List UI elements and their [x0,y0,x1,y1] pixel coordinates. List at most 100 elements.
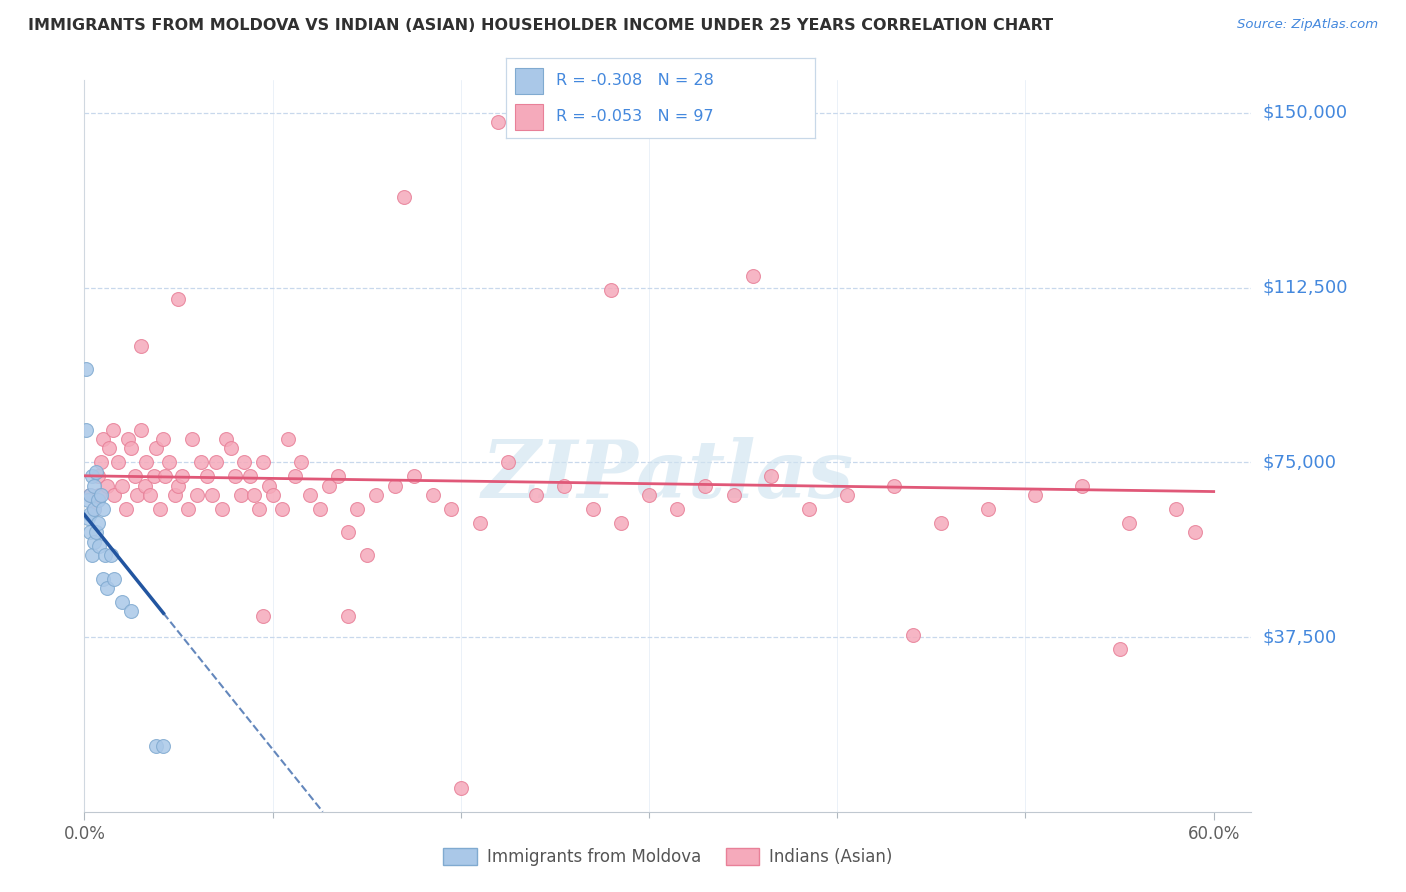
Point [90,455,112,469]
Point [107,455,129,469]
Point [1184,525,1206,540]
Point [328,469,350,483]
Point [84,525,107,540]
Point [79,525,101,540]
Point [901,628,924,642]
FancyBboxPatch shape [516,103,543,130]
Point [797,502,820,516]
Point [125,488,148,502]
Point [239,469,262,483]
Point [201,488,224,502]
Point [308,502,330,516]
Point [723,488,745,502]
Point [249,502,271,516]
Point [242,488,264,502]
Point [180,432,202,446]
Point [100,549,122,563]
Point [79,488,101,502]
Point [94,549,117,563]
Point [145,442,167,456]
Point [346,502,368,516]
Point [1071,478,1094,492]
Point [83,502,105,516]
Text: $112,500: $112,500 [1263,278,1348,297]
Point [761,469,783,483]
Point [167,478,190,492]
Point [214,432,236,446]
Point [143,469,166,483]
Point [91,432,114,446]
Text: $37,500: $37,500 [1263,628,1337,646]
Point [195,469,218,483]
Point [167,292,190,306]
Point [84,465,107,479]
Text: Source: ZipAtlas.com: Source: ZipAtlas.com [1237,18,1378,31]
Point [111,478,134,492]
Point [299,488,322,502]
Point [695,478,717,492]
Point [90,488,112,502]
Point [1024,488,1046,502]
Point [101,423,124,437]
Point [89,488,111,502]
Point [336,609,359,624]
Point [257,478,280,492]
Point [450,781,472,796]
Point [219,442,242,456]
Point [124,469,146,483]
Point [440,502,463,516]
Point [117,432,139,446]
Point [134,478,156,492]
Point [422,488,444,502]
Point [172,469,194,483]
Point [524,488,547,502]
Point [252,455,274,469]
Point [741,268,763,283]
Point [600,283,623,297]
Point [666,502,689,516]
Point [277,432,299,446]
Point [86,469,108,483]
Point [103,488,125,502]
Point [139,488,162,502]
Point [883,478,905,492]
Text: IMMIGRANTS FROM MOLDOVA VS INDIAN (ASIAN) HOUSEHOLDER INCOME UNDER 25 YEARS CORR: IMMIGRANTS FROM MOLDOVA VS INDIAN (ASIAN… [28,18,1053,33]
Point [75,362,97,376]
Point [86,492,108,507]
Point [977,502,1000,516]
Point [177,502,200,516]
Point [83,502,105,516]
Point [271,502,294,516]
Point [929,516,952,530]
Point [75,423,97,437]
Point [96,581,118,595]
Point [91,572,114,586]
Point [1108,641,1130,656]
Point [553,478,575,492]
Point [384,478,406,492]
Point [394,190,416,204]
Point [120,442,142,456]
Point [77,492,100,507]
Point [186,488,208,502]
Text: $150,000: $150,000 [1263,103,1347,122]
Point [581,502,603,516]
Point [155,469,177,483]
Point [488,115,510,129]
Point [80,469,103,483]
Point [96,478,118,492]
Point [211,502,233,516]
Point [103,572,125,586]
Point [135,455,157,469]
Point [83,534,105,549]
Point [77,511,100,525]
Text: R = -0.308   N = 28: R = -0.308 N = 28 [555,73,713,88]
Point [233,455,256,469]
Point [1118,516,1140,530]
Point [356,549,378,563]
Point [152,739,174,754]
Point [224,469,246,483]
Point [468,516,491,530]
FancyBboxPatch shape [516,68,543,95]
Point [190,455,212,469]
